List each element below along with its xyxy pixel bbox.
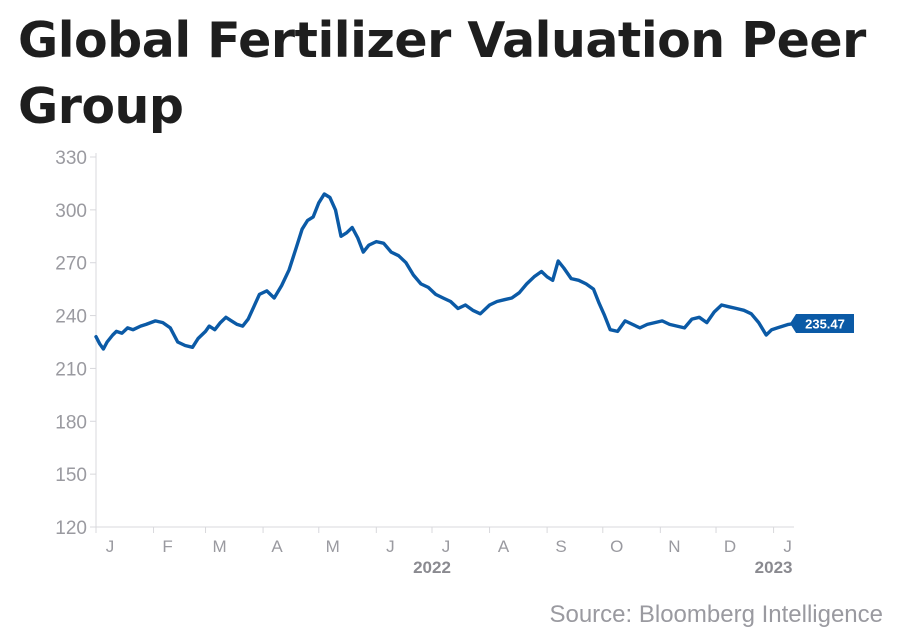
y-tick-label: 180 (55, 412, 87, 433)
x-tick-label: M (326, 537, 340, 556)
x-tick-label: D (724, 537, 736, 556)
x-tick-label: J (783, 537, 792, 556)
x-tick-label: F (162, 537, 172, 556)
x-year-label: 2022 (413, 558, 451, 577)
y-tick-label: 330 (55, 148, 87, 169)
x-tick-label: A (271, 537, 283, 556)
x-tick-label: A (498, 537, 510, 556)
x-tick-label: S (555, 537, 566, 556)
x-tick-label: O (610, 537, 623, 556)
source-note: Source: Bloomberg Intelligence (549, 601, 883, 628)
x-tick-label: J (106, 537, 115, 556)
series-line (94, 192, 796, 351)
chart-title: Global Fertilizer Valuation Peer Group (18, 12, 866, 135)
y-tick-label: 300 (55, 201, 87, 222)
last-value-label: 235.47 (805, 317, 845, 332)
y-tick-label: 120 (55, 518, 87, 539)
x-year-label: 2023 (755, 558, 793, 577)
y-tick-label: 210 (55, 359, 87, 380)
x-tick-label: N (668, 537, 680, 556)
x-axis: J F M A M J J A S O N D J 2022 2023 (95, 526, 794, 577)
x-tick-label: J (386, 537, 395, 556)
last-value-box (790, 314, 854, 334)
x-tick-label: J (442, 537, 451, 556)
x-tick-label: M (212, 537, 226, 556)
last-value-marker: 235.47 (790, 314, 854, 334)
y-tick-label: 150 (55, 465, 87, 486)
y-axis: 120 150 180 210 240 270 300 330 (55, 148, 97, 539)
series-layer (94, 192, 796, 351)
y-tick-label: 270 (55, 254, 87, 275)
y-tick-label: 240 (55, 307, 87, 328)
